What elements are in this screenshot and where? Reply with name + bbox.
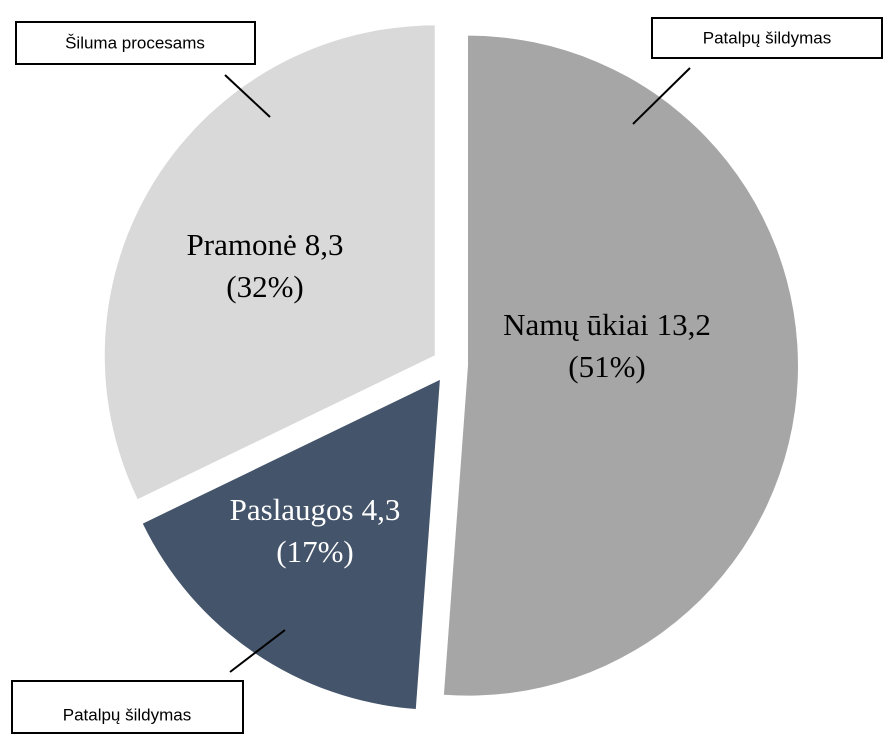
leader-line: [224, 74, 271, 118]
callout-box: [15, 21, 256, 65]
slices: [104, 25, 798, 710]
value-label: 8,3: [305, 227, 344, 262]
slice-label: Pramonė 8,3: [187, 227, 344, 262]
pie-slice: [443, 35, 798, 696]
slice-label: Namų ūkiai 13,2: [503, 307, 711, 342]
labels: Namų ūkiai 13,2 (51%) Paslaugos 4,3 (17%) Pram…: [187, 227, 711, 569]
category-name: Pramonė: [187, 227, 297, 262]
callout-box: [651, 17, 883, 59]
category-name: Paslaugos: [230, 492, 354, 527]
percent-label: (17%): [276, 534, 353, 569]
leader-line: [632, 67, 691, 125]
callout: Patalpų šildymas: [11, 629, 286, 734]
category-name: Namų ūkiai: [503, 307, 649, 342]
pie-slice: [142, 379, 440, 710]
pie-slice: [104, 25, 435, 500]
percent-label: (51%): [568, 349, 645, 384]
callout-box: [11, 680, 244, 734]
value-label: 13,2: [657, 307, 711, 342]
callout-text: Patalpų šildymas: [703, 28, 832, 47]
leader-line: [229, 629, 286, 673]
callout: Patalpų šildymas: [632, 17, 883, 125]
callout-text: Patalpų šildymas: [63, 705, 192, 724]
slice-label: Paslaugos 4,3: [230, 492, 401, 527]
percent-label: (32%): [226, 269, 303, 304]
callout: Šiluma procesams: [15, 21, 271, 118]
value-label: 4,3: [362, 492, 401, 527]
callout-text: Šiluma procesams: [65, 33, 205, 52]
